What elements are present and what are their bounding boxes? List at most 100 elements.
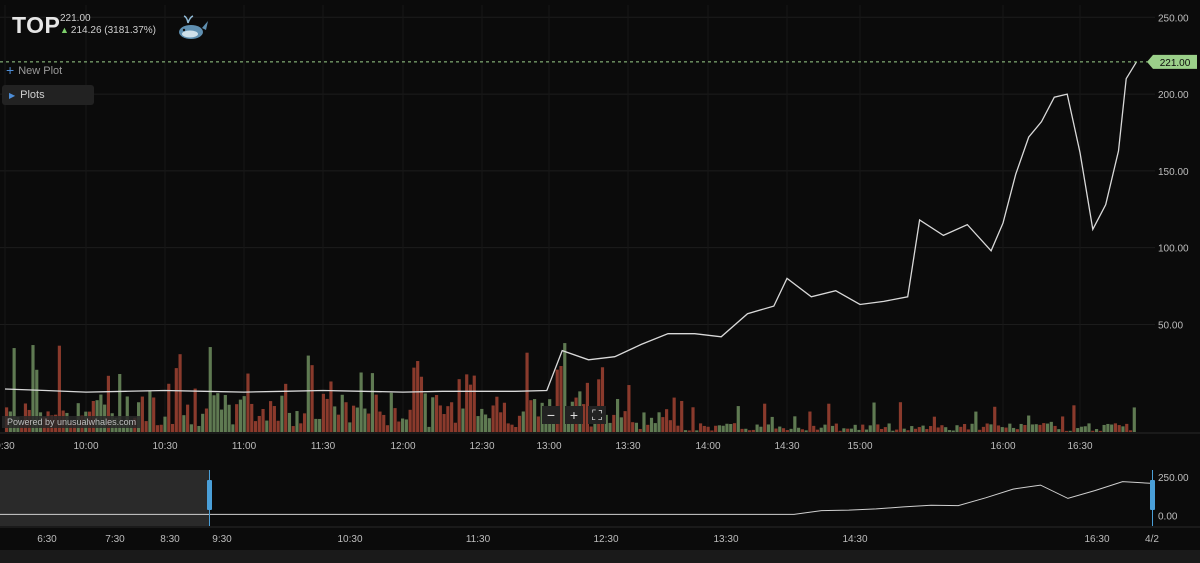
volume-bar — [1106, 423, 1110, 432]
volume-bar — [913, 428, 918, 432]
volume-bar — [706, 426, 710, 432]
volume-bar — [1102, 424, 1106, 432]
volume-bar — [159, 424, 163, 432]
volume-bar — [167, 383, 171, 432]
volume-bar — [1004, 427, 1008, 432]
volume-bar — [951, 430, 955, 432]
volume-bar — [325, 398, 329, 432]
volume-bar — [846, 428, 850, 432]
volume-bar — [1117, 425, 1121, 432]
volume-bar — [227, 404, 231, 432]
navigator-chart[interactable]: 250.00 0.00 6:30 7:30 8:30 9:30 10:30 11:30 12:3… — [0, 470, 1200, 550]
volume-bar — [517, 415, 522, 432]
volume-bar — [374, 394, 378, 432]
volume-bar — [495, 396, 499, 432]
volume-bar — [653, 423, 657, 432]
navigator-x-tick-label: 16:30 — [1084, 534, 1109, 545]
volume-bar — [1110, 424, 1114, 432]
volume-bar — [729, 424, 733, 432]
volume-bar — [789, 428, 793, 432]
volume-bar — [280, 395, 284, 432]
volume-bar — [800, 429, 804, 432]
x-tick-label: 11:30 — [311, 441, 336, 452]
volume-bar — [1132, 407, 1136, 432]
volume-bar — [861, 424, 865, 432]
volume-bar — [408, 409, 412, 432]
y-tick-label: 100.00 — [1158, 244, 1189, 255]
volume-bar — [178, 354, 182, 432]
volume-bar — [721, 425, 725, 432]
volume-bar — [204, 408, 209, 432]
y-tick-label: 150.00 — [1158, 167, 1189, 178]
volume-bar — [898, 402, 903, 432]
volume-bar — [1068, 430, 1072, 432]
volume-bar — [910, 426, 914, 432]
volume-bar — [793, 416, 797, 432]
volume-bar — [921, 425, 925, 432]
volume-bar — [442, 414, 446, 432]
volume-bar — [208, 347, 212, 432]
volume-bar — [819, 427, 823, 432]
navigator-y-tick-label: 250.00 — [1158, 473, 1189, 484]
zoom-in-button[interactable]: + — [565, 406, 583, 424]
volume-bar — [932, 416, 936, 432]
volume-bar — [1061, 416, 1065, 432]
volume-bar — [163, 416, 167, 432]
volume-bar — [582, 404, 586, 432]
volume-bar — [634, 422, 639, 432]
volume-bar — [627, 385, 631, 432]
volume-bar — [152, 397, 156, 432]
new-plot-button[interactable]: + New Plot — [6, 62, 62, 78]
x-tick-label: 11:00 — [232, 441, 257, 452]
volume-bar — [710, 430, 714, 432]
volume-bar — [265, 420, 269, 432]
volume-bar — [996, 425, 1001, 432]
fullscreen-button[interactable]: ⛶ — [588, 406, 606, 424]
volume-bar — [476, 416, 480, 432]
navigator-scrollbar[interactable] — [0, 550, 1200, 563]
main-chart[interactable]: 221.00 250.00 200.00 150.00 100.00 50.00 9:30 1… — [0, 0, 1200, 470]
zoom-out-button[interactable]: − — [542, 406, 560, 424]
volume-bar — [144, 421, 148, 432]
volume-bar — [140, 396, 144, 432]
whale-logo-icon — [179, 15, 208, 39]
volume-bar — [521, 411, 525, 432]
volume-bar — [1042, 423, 1046, 432]
volume-bar — [842, 428, 846, 432]
volume-bar — [989, 424, 993, 432]
navigator-x-tick-label: 11:30 — [466, 534, 491, 545]
plots-dropdown[interactable]: ▶ Plots — [2, 85, 94, 105]
volume-bar — [261, 408, 265, 432]
volume-bar — [631, 422, 635, 432]
powered-by-label[interactable]: Powered by unusualwhales.com — [2, 416, 142, 428]
volume-bar — [238, 399, 243, 432]
volume-bar — [272, 406, 276, 432]
volume-bar — [31, 345, 35, 432]
volume-bar — [974, 411, 978, 432]
plots-label: Plots — [20, 89, 45, 101]
x-tick-label: 14:00 — [695, 441, 720, 452]
volume-bar — [1008, 423, 1012, 432]
volume-bar — [665, 409, 669, 432]
up-arrow-icon: ▲ — [60, 25, 69, 35]
y-tick-label: 200.00 — [1158, 90, 1189, 101]
volume-bar — [691, 407, 695, 432]
volume-bar — [853, 424, 857, 432]
volume-bar — [446, 406, 450, 432]
volume-bar — [612, 414, 616, 432]
volume-bar — [434, 395, 439, 432]
volume-bar — [329, 381, 333, 432]
volume-bar — [314, 418, 318, 432]
volume-bar — [993, 406, 997, 432]
volume-bar — [638, 428, 642, 432]
volume-bar — [465, 374, 469, 432]
volume-bar — [812, 425, 816, 432]
volume-bar — [1072, 405, 1076, 432]
volume-bar — [1045, 423, 1050, 432]
volume-bar — [397, 421, 401, 432]
volume-bar — [1087, 423, 1091, 432]
volume-bar — [774, 428, 778, 432]
volume-bar — [1049, 421, 1053, 432]
volume-bar — [472, 375, 476, 432]
volume-bar — [219, 409, 224, 432]
